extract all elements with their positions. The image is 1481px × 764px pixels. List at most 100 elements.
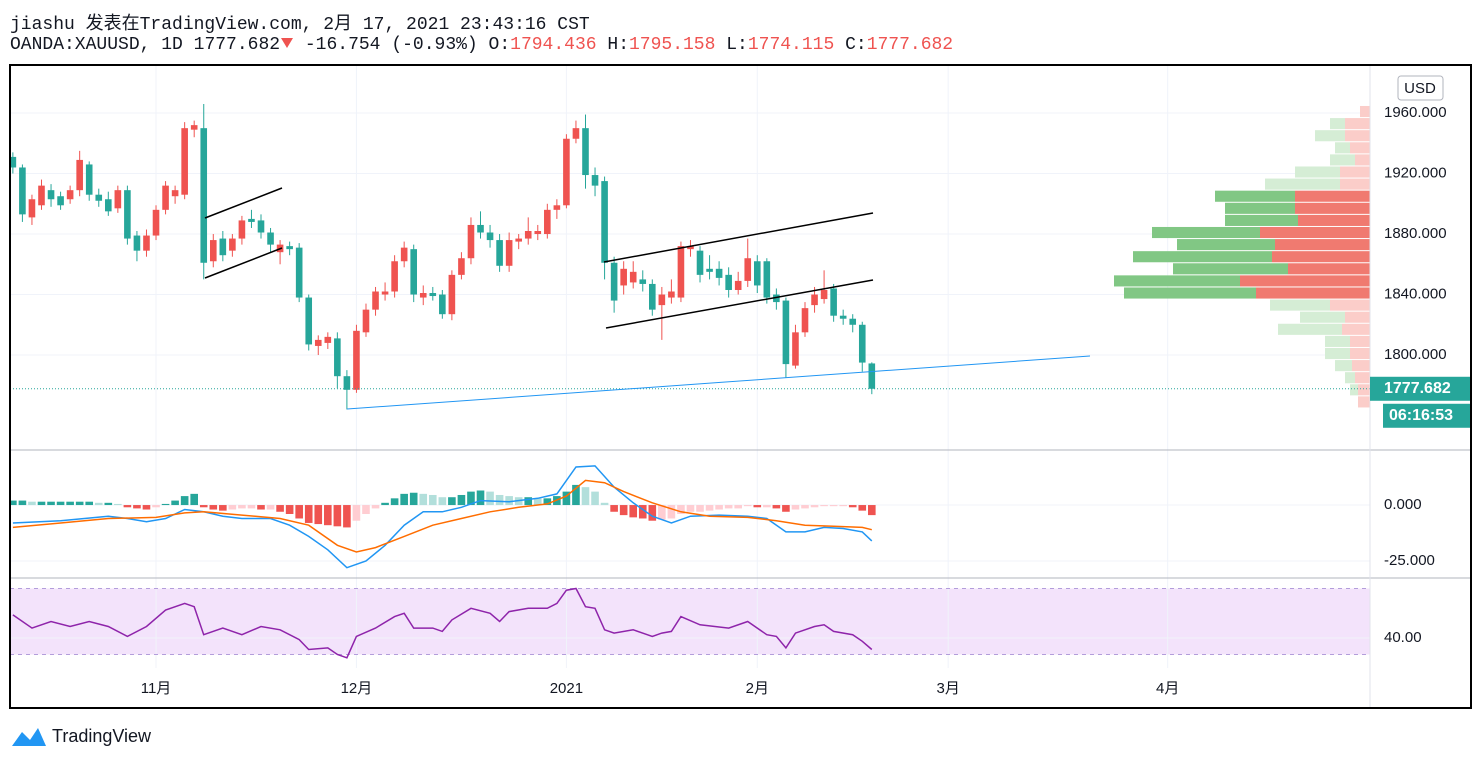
macd-histogram-bar [28, 501, 36, 506]
volume-profile-up [1177, 239, 1275, 251]
macd-histogram-bar [619, 505, 628, 516]
candle-body [229, 238, 236, 251]
candle-body [267, 232, 274, 245]
macd-histogram-bar [428, 494, 437, 506]
last-price: 1777.682 [193, 35, 281, 55]
macd-histogram-bar [47, 501, 55, 506]
macd-histogram-bar [199, 505, 208, 508]
candle-body [295, 247, 303, 298]
macd-histogram-bar [123, 505, 132, 508]
macd-histogram-bar [562, 491, 571, 506]
volume-profile-up [1330, 118, 1345, 130]
channel-line [603, 212, 874, 263]
candle-body [649, 283, 656, 310]
candle-body [448, 274, 456, 315]
volume-profile-down [1350, 142, 1370, 154]
macd-histogram-bar [801, 505, 809, 509]
volume-profile-down [1260, 226, 1370, 239]
volume-profile-down [1298, 214, 1370, 226]
macd-histogram-bar [696, 505, 704, 512]
candle-body [687, 246, 694, 250]
volume-profile-down [1240, 275, 1370, 287]
candle-body [763, 261, 771, 298]
x-tick-label: 2021 [550, 680, 583, 697]
marks [9, 103, 1370, 659]
macd-histogram-bar [848, 505, 857, 508]
candle-body [773, 294, 780, 303]
volume-profile-down [1342, 323, 1370, 335]
candle-body [66, 190, 74, 200]
y-tick-label: 1960.000 [1384, 104, 1447, 121]
macd-histogram-bar [209, 505, 218, 510]
volume-profile-down [1340, 166, 1370, 178]
macd-histogram-bar [591, 491, 599, 506]
close-value: 1777.682 [866, 35, 954, 55]
volume-profile-down [1256, 287, 1370, 299]
candle-body [152, 209, 160, 236]
candle-body [238, 220, 246, 239]
macd-histogram-bar [190, 493, 198, 506]
grid [10, 66, 1370, 668]
macd-histogram-bar [228, 505, 237, 510]
candle-body [524, 231, 532, 239]
candle-body [143, 235, 150, 251]
candle-body [38, 185, 45, 206]
rsi-band [10, 588, 1370, 655]
volume-profile-down [1275, 239, 1370, 251]
macd-histogram-bar [238, 505, 246, 509]
candle-body [190, 125, 198, 130]
candle-body [544, 209, 551, 235]
macd-histogram-bar [648, 505, 657, 521]
volume-profile-down [1355, 372, 1370, 384]
y-tick-label: 40.00 [1384, 629, 1422, 646]
y-tick-label: 1880.000 [1384, 225, 1447, 242]
candle-body [209, 240, 217, 262]
x-tick-label: 2月 [746, 680, 769, 697]
candle-body [725, 274, 732, 290]
macd-histogram-bar [409, 492, 418, 506]
volume-profile-down [1358, 384, 1370, 396]
candle-body [868, 363, 876, 389]
candle-body [276, 244, 284, 253]
legend-line: OANDA:XAUUSD, 1D 1777.682 -16.754 (-0.93… [10, 35, 953, 55]
y-tick-label: 1800.000 [1384, 346, 1447, 363]
frame [9, 64, 1472, 709]
macd-histogram-bar [743, 505, 752, 507]
macd-histogram-bar [868, 505, 876, 516]
candle-body [248, 218, 255, 222]
macd-histogram-bar [724, 505, 733, 509]
macd-histogram-bar [390, 498, 399, 506]
macd-histogram-bar [467, 491, 475, 506]
volume-profile-up [1225, 214, 1298, 226]
macd-histogram-bar [495, 494, 504, 506]
candle-body [753, 261, 761, 286]
candle-body [677, 246, 685, 298]
h-label: H: [607, 35, 629, 55]
candle-body [362, 309, 370, 333]
candle-body [162, 185, 169, 210]
macd-histogram-bar [791, 505, 800, 510]
candle-body [582, 128, 589, 176]
l-label: L: [726, 35, 748, 55]
candle-body [563, 138, 570, 206]
macd-histogram-bar [56, 501, 65, 506]
macd-histogram-bar [381, 502, 389, 506]
candle-body [85, 164, 93, 195]
candle-body [610, 262, 618, 301]
change-pct: (-0.93%) [391, 35, 478, 55]
volume-profile-up [1325, 335, 1350, 347]
macd-histogram-bar [667, 505, 676, 519]
macd-histogram-bar [772, 505, 781, 509]
candle-body [849, 318, 857, 325]
candle-body [591, 175, 599, 186]
candle-body [601, 181, 608, 263]
candle-body [534, 231, 542, 235]
macd-histogram-bar [543, 498, 552, 506]
macd-line [12, 465, 873, 569]
macd-histogram-bar [524, 497, 533, 506]
candle-body [334, 338, 341, 377]
macd-histogram-bar [553, 496, 561, 506]
byline: jiashu 发表在TradingView.com, 2月 17, 2021 2… [10, 15, 590, 35]
y-tick-label: 1920.000 [1384, 165, 1447, 182]
